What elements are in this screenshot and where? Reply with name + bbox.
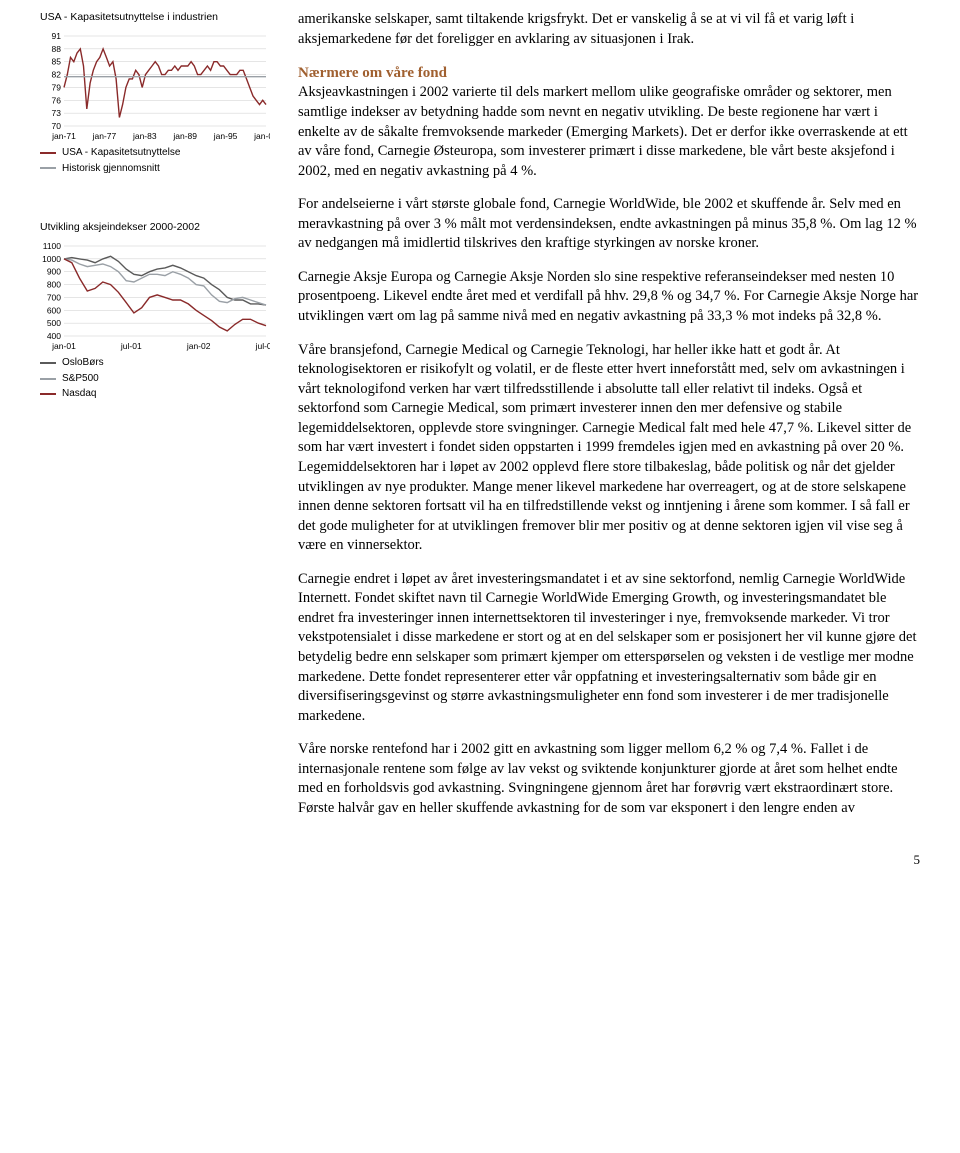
svg-text:82: 82 — [52, 70, 62, 80]
legend-label: S&P500 — [62, 372, 99, 386]
legend-item: Nasdaq — [40, 387, 270, 401]
chart2-title: Utvikling aksjeindekser 2000-2002 — [40, 220, 270, 234]
svg-text:jan-71: jan-71 — [51, 131, 76, 141]
page-number: 5 — [40, 851, 920, 869]
chart2-svg: 400 500 600 700 800 900 1000 1100 jan-01 jul-01 ja… — [40, 242, 270, 352]
chart1-title: USA - Kapasitetsutnyttelse i industrien — [40, 10, 270, 24]
chart1: 70 73 76 79 82 85 88 91 jan-71 jan-77 jan-83 jan-89… — [40, 32, 270, 142]
p3: Carnegie Aksje Europa og Carnegie Aksje … — [298, 268, 920, 327]
p6: Våre norske rentefond har i 2002 gitt en… — [298, 740, 920, 818]
svg-text:800: 800 — [47, 280, 61, 290]
svg-text:jul-02: jul-02 — [255, 341, 270, 351]
svg-text:1100: 1100 — [43, 242, 62, 251]
legend-label: Historisk gjennomsnitt — [62, 162, 160, 176]
svg-text:jan-01: jan-01 — [253, 131, 270, 141]
p1: Aksjeavkastningen i 2002 varierte til de… — [298, 83, 920, 181]
legend-label: USA - Kapasitetsutnyttelse — [62, 146, 180, 160]
svg-text:jan-83: jan-83 — [132, 131, 157, 141]
legend-swatch — [40, 393, 56, 395]
p4: Våre bransjefond, Carnegie Medical og Ca… — [298, 341, 920, 556]
legend-label: Nasdaq — [62, 387, 96, 401]
legend-item: USA - Kapasitetsutnyttelse — [40, 146, 270, 160]
svg-text:73: 73 — [52, 108, 62, 118]
svg-text:400: 400 — [47, 331, 61, 341]
chart2-legend: OsloBørs S&P500 Nasdaq — [40, 356, 270, 401]
p2: For andelseierne i vårt største globale … — [298, 195, 920, 254]
svg-text:900: 900 — [47, 267, 61, 277]
main-content: amerikanske selskaper, samt tiltakende k… — [298, 10, 920, 833]
legend-item: S&P500 — [40, 372, 270, 386]
svg-text:91: 91 — [52, 32, 62, 41]
svg-text:jul-01: jul-01 — [120, 341, 142, 351]
page-layout: USA - Kapasitetsutnyttelse i industrien … — [40, 10, 920, 833]
chart1-svg: 70 73 76 79 82 85 88 91 jan-71 jan-77 jan-83 jan-89… — [40, 32, 270, 142]
svg-text:700: 700 — [47, 293, 61, 303]
svg-text:jan-01: jan-01 — [51, 341, 76, 351]
svg-text:85: 85 — [52, 57, 62, 67]
svg-text:70: 70 — [52, 121, 62, 131]
svg-text:76: 76 — [52, 95, 62, 105]
svg-text:jan-89: jan-89 — [172, 131, 197, 141]
legend-swatch — [40, 378, 56, 380]
legend-swatch — [40, 167, 56, 169]
svg-text:1000: 1000 — [42, 254, 61, 264]
legend-item: OsloBørs — [40, 356, 270, 370]
svg-text:500: 500 — [47, 318, 61, 328]
legend-swatch — [40, 362, 56, 364]
svg-text:79: 79 — [52, 83, 62, 93]
legend-item: Historisk gjennomsnitt — [40, 162, 270, 176]
svg-text:600: 600 — [47, 306, 61, 316]
intro-paragraph: amerikanske selskaper, samt tiltakende k… — [298, 10, 920, 49]
svg-text:88: 88 — [52, 44, 62, 54]
legend-swatch — [40, 152, 56, 154]
section-title: Nærmere om våre fond — [298, 63, 920, 83]
chart1-legend: USA - Kapasitetsutnyttelse Historisk gje… — [40, 146, 270, 175]
chart2: 400 500 600 700 800 900 1000 1100 jan-01 jul-01 ja… — [40, 242, 270, 352]
svg-text:jan-95: jan-95 — [213, 131, 238, 141]
svg-text:jan-77: jan-77 — [92, 131, 117, 141]
svg-text:jan-02: jan-02 — [186, 341, 211, 351]
legend-label: OsloBørs — [62, 356, 104, 370]
p5: Carnegie endret i løpet av året invester… — [298, 570, 920, 727]
sidebar: USA - Kapasitetsutnyttelse i industrien … — [40, 10, 270, 833]
